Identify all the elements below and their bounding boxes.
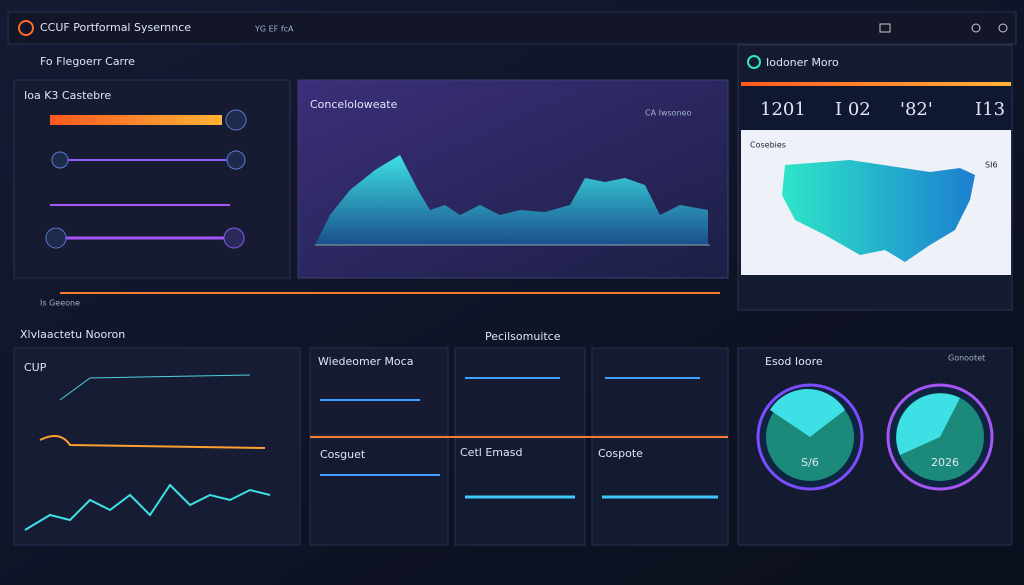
card-title: Cospote [598, 447, 643, 460]
icon[interactable] [998, 23, 1008, 33]
line-chart [59, 374, 251, 401]
stat: I 02 [835, 99, 871, 120]
stat: '82' [900, 99, 933, 120]
accent [741, 82, 1011, 86]
panel-title: Conceloloweate [310, 98, 398, 111]
knob [51, 151, 69, 169]
section-title: Xlvlaactetu Nooron [20, 328, 125, 341]
icon [747, 55, 761, 69]
panel-title: CUP [24, 361, 47, 374]
stat: 1201 [760, 99, 806, 120]
map [782, 160, 975, 262]
knob [225, 109, 247, 131]
card-title: Wiedeomer Moca [318, 355, 413, 368]
card-title: Cosguet [320, 448, 366, 461]
section-title: Fo Flegoerr Carre [40, 55, 135, 68]
legend: Gonootet [948, 354, 985, 363]
cards [309, 347, 729, 546]
logo [18, 20, 34, 36]
app-subtitle: YG EF fcA [254, 25, 294, 34]
map-marker: SI6 [985, 161, 998, 170]
card [309, 437, 449, 546]
top-bar [7, 11, 1017, 45]
knob [45, 227, 67, 249]
area-chart [315, 155, 708, 245]
section-title: Is Geeone [40, 299, 80, 308]
card [591, 347, 729, 436]
line-chart [39, 435, 266, 449]
map-label: Cosebies [750, 141, 786, 150]
card [454, 437, 586, 546]
gauge-sector [770, 389, 845, 437]
line-chart [24, 483, 271, 531]
stat: I13 [975, 99, 1005, 120]
stats-band [741, 82, 1011, 130]
icon[interactable] [971, 23, 981, 33]
card [309, 347, 449, 436]
panel-badge: CA Iwsoneo [645, 109, 692, 118]
panel-title: Ioa K3 Castebre [24, 89, 111, 102]
section-title: Pecilsomuitce [485, 330, 561, 343]
knob [226, 150, 246, 170]
gauge-label: 2026 [931, 456, 959, 469]
card [454, 347, 586, 436]
knob [223, 227, 245, 249]
progress-bar [50, 115, 222, 125]
gauge-sector [896, 393, 960, 455]
panel-title: Esod Ioore [765, 355, 823, 368]
icon[interactable] [879, 23, 891, 33]
app-title: CCUF Portformal Sysernnce [40, 21, 191, 34]
card [591, 437, 729, 546]
gauge-label: S/6 [801, 456, 819, 469]
card-title: Cetl Emasd [460, 446, 522, 459]
panel-title: Iodoner Moro [766, 56, 839, 69]
